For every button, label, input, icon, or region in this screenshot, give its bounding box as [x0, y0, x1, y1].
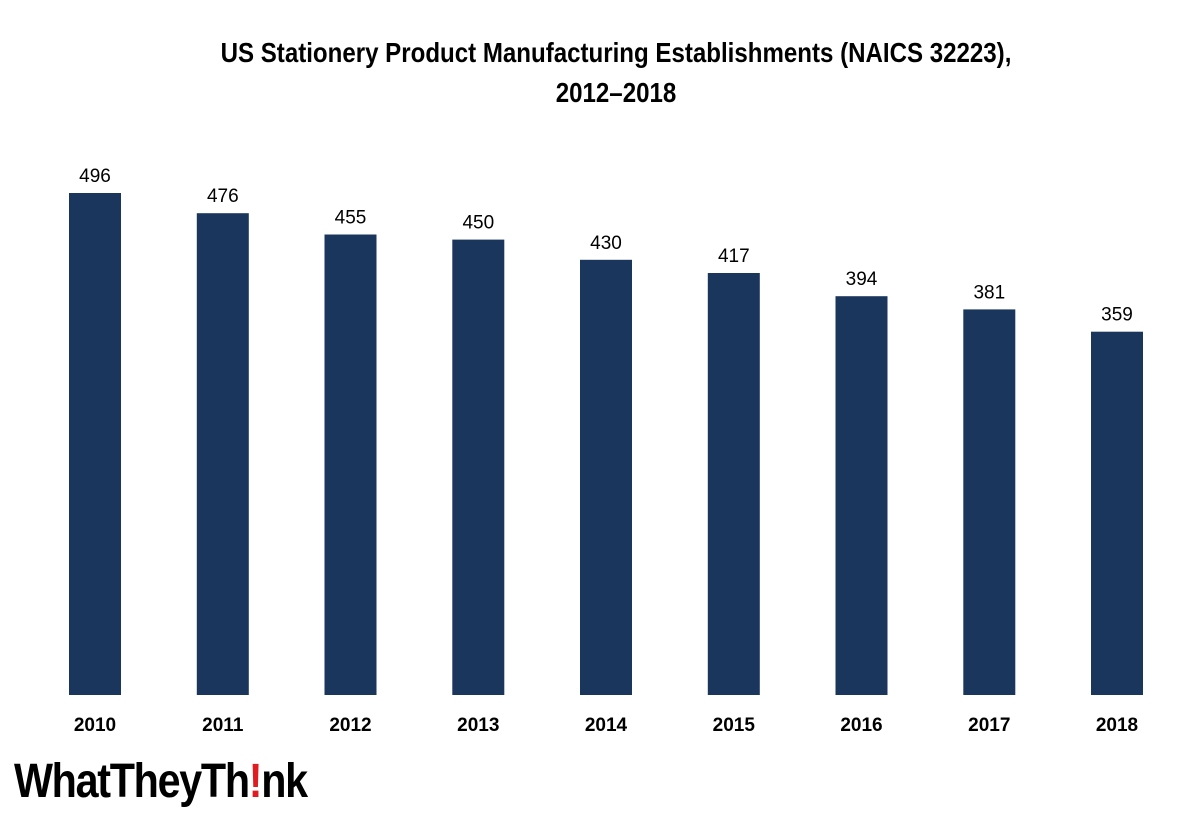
bar-2014: [580, 259, 632, 695]
value-label-2014: 430: [590, 233, 622, 254]
logo-text-end: nk: [261, 755, 308, 808]
bar-2013: [452, 239, 505, 695]
value-label-2015: 417: [718, 246, 750, 267]
x-tick-label-2018: 2018: [1096, 715, 1138, 736]
logo-text-start: WhatTheyTh: [14, 755, 250, 808]
x-tick-label-2013: 2013: [457, 715, 499, 736]
chart-title: US Stationery Product Manufacturing Esta…: [86, 33, 1146, 113]
value-label-2017: 381: [973, 282, 1005, 303]
x-tick-label-2016: 2016: [840, 715, 882, 736]
x-tick-label-2017: 2017: [968, 715, 1010, 736]
bar-2018: [1091, 331, 1143, 695]
bar-2011: [196, 213, 249, 695]
x-tick-label-2010: 2010: [74, 715, 116, 736]
bars-group: 496 2010 476 2011 455 2012 450 2013 430 2014 417 20…: [69, 166, 1143, 736]
bar-2015: [707, 273, 760, 695]
whattheythink-logo: WhatTheyTh!nk: [14, 752, 308, 812]
bar-2017: [963, 309, 1016, 695]
logo-exclamation-mark: !: [248, 755, 263, 808]
bar-2016: [835, 296, 888, 695]
value-label-2016: 394: [846, 269, 878, 290]
value-label-2013: 450: [462, 213, 494, 234]
value-label-2011: 476: [207, 186, 239, 207]
bar-2010: [69, 193, 121, 695]
x-tick-label-2015: 2015: [713, 715, 756, 736]
value-label-2010: 496: [79, 166, 111, 187]
x-tick-label-2012: 2012: [329, 715, 371, 736]
chart-title-line-2: 2012–2018: [555, 77, 677, 108]
value-label-2012: 455: [335, 208, 367, 229]
x-tick-label-2014: 2014: [585, 715, 628, 736]
bar-2012: [324, 234, 377, 695]
value-label-2018: 359: [1101, 305, 1133, 326]
x-tick-label-2011: 2011: [202, 715, 244, 736]
chart-title-line-1: US Stationery Product Manufacturing Esta…: [220, 37, 1012, 68]
